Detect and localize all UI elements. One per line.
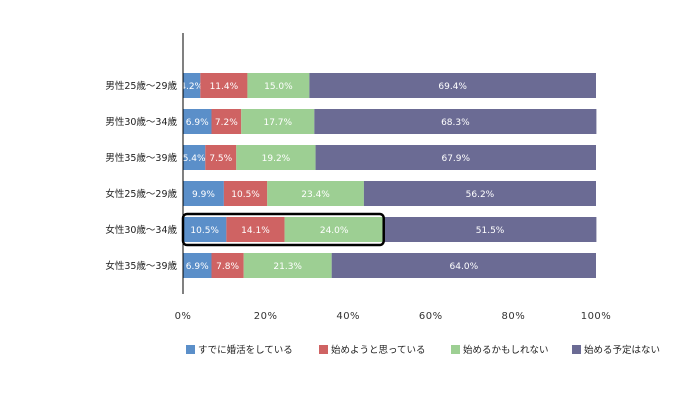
bar-segment	[241, 109, 315, 134]
data-label: 10.5%	[190, 226, 219, 236]
bar-segment	[211, 253, 244, 278]
bar-segment	[183, 145, 206, 170]
bar-segment	[284, 217, 384, 242]
legend-swatch	[319, 345, 328, 354]
data-label: 6.9%	[186, 118, 209, 128]
bar-segment	[331, 253, 596, 278]
legend-label: 始めるかもしれない	[463, 344, 549, 356]
bar-segment	[183, 253, 212, 278]
highlight-box	[181, 212, 385, 247]
data-label: 24.0%	[320, 226, 349, 236]
legend-label: すでに婚活をしている	[198, 344, 293, 356]
x-tick-label: 100%	[581, 311, 612, 322]
data-label: 9.9%	[192, 190, 215, 200]
x-tick-label: 80%	[502, 311, 526, 322]
x-tick-labels: 0% 20% 40% 60% 80% 100%	[175, 311, 612, 322]
legend: すでに婚活をしている 始めようと思っている 始めるかもしれない 始める予定はない	[186, 344, 660, 356]
bar-segment	[183, 217, 227, 242]
data-label: 14.1%	[241, 226, 270, 236]
data-label: 7.5%	[209, 154, 232, 164]
bar-segment	[205, 145, 237, 170]
category-label: 男性25歳〜29歳	[105, 80, 177, 92]
legend-swatch	[186, 345, 195, 354]
data-label: 17.7%	[263, 118, 292, 128]
bar-segment	[267, 181, 364, 206]
bar-segment	[309, 73, 596, 98]
data-label: 11.4%	[210, 82, 239, 92]
bar-segment	[183, 109, 212, 134]
category-label: 男性30歳〜34歳	[105, 116, 177, 128]
bar-segment	[200, 73, 248, 98]
data-label: 15.0%	[264, 82, 293, 92]
x-tick-label: 0%	[175, 311, 192, 322]
legend-label: 始めようと思っている	[331, 344, 426, 356]
data-label: 4.2%	[180, 82, 203, 92]
bar-segment	[247, 73, 310, 98]
data-label: 10.5%	[231, 190, 260, 200]
bar-segment	[183, 73, 201, 98]
x-tick-label: 60%	[419, 311, 443, 322]
bar-segment	[226, 217, 285, 242]
data-label: 64.0%	[450, 262, 479, 272]
x-tick-label: 20%	[254, 311, 278, 322]
data-label: 5.4%	[183, 154, 206, 164]
category-label: 女性30歳〜34歳	[105, 224, 177, 236]
bar-segment	[211, 109, 242, 134]
data-label: 7.2%	[215, 118, 238, 128]
legend-swatch	[451, 345, 460, 354]
data-label: 7.8%	[216, 262, 239, 272]
legend-swatch	[572, 345, 581, 354]
bar-segment	[236, 145, 316, 170]
bar-segment	[363, 181, 596, 206]
data-label: 67.9%	[441, 154, 470, 164]
category-label: 女性25歳〜29歳	[105, 188, 177, 200]
category-label: 女性35歳〜39歳	[105, 260, 177, 272]
data-label: 56.2%	[466, 190, 495, 200]
category-label: 男性35歳〜39歳	[105, 152, 177, 164]
bar-segment	[315, 145, 596, 170]
data-label: 21.3%	[273, 262, 302, 272]
data-label: 23.4%	[301, 190, 330, 200]
bar-segment	[183, 181, 224, 206]
highlight-layer	[181, 212, 385, 247]
bar-segment	[243, 253, 332, 278]
bar-segment	[383, 217, 597, 242]
legend-label: 始める予定はない	[584, 344, 660, 356]
bar-segment	[314, 109, 597, 134]
data-label: 68.3%	[441, 118, 470, 128]
x-tick-label: 40%	[336, 311, 360, 322]
data-label: 19.2%	[262, 154, 291, 164]
category-labels: 男性25歳〜29歳男性30歳〜34歳男性35歳〜39歳女性25歳〜29歳女性30…	[105, 80, 177, 272]
bar-segment	[223, 181, 268, 206]
data-label: 6.9%	[186, 262, 209, 272]
bars-layer: 4.2% 11.4% 15.0% 69.4% 6.9% 7.2% 17.7% 68.3% 5.4…	[180, 73, 597, 278]
data-label: 51.5%	[476, 226, 505, 236]
data-label: 69.4%	[438, 82, 467, 92]
